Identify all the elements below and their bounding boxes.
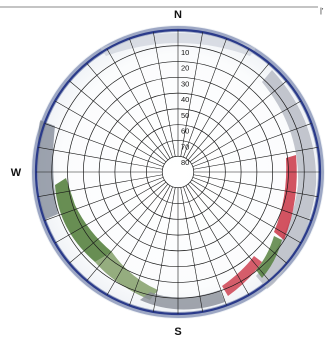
azimuth-spoke-300 xyxy=(54,100,165,165)
elevation-label-80: 80 xyxy=(181,158,189,167)
azimuth-spoke-190 xyxy=(153,187,176,312)
elevation-label-50: 50 xyxy=(181,111,189,120)
azimuth-spoke-290 xyxy=(44,123,164,167)
elevation-label-20: 20 xyxy=(181,64,189,73)
azimuth-spoke-280 xyxy=(38,147,163,170)
azimuth-spoke-50 xyxy=(189,80,287,163)
azimuth-spoke-230 xyxy=(69,181,167,264)
azimuth-spoke-130 xyxy=(189,181,287,264)
azimuth-spoke-260 xyxy=(38,174,163,197)
azimuth-spoke-320 xyxy=(86,63,169,161)
azimuth-spoke-40 xyxy=(187,63,270,161)
azimuth-spoke-350 xyxy=(153,32,176,157)
azimuth-spoke-60 xyxy=(191,100,302,165)
azimuth-spoke-20 xyxy=(183,38,227,158)
azimuth-spoke-160 xyxy=(183,186,227,306)
azimuth-spoke-150 xyxy=(185,185,250,296)
azimuth-spoke-210 xyxy=(106,185,171,296)
azimuth-spoke-120 xyxy=(191,179,302,244)
azimuth-spoke-310 xyxy=(69,80,167,163)
elevation-label-30: 30 xyxy=(181,79,189,88)
azimuth-spoke-80 xyxy=(193,147,318,170)
compass-south-label: S xyxy=(174,326,181,338)
elevation-label-10: 10 xyxy=(181,48,189,57)
azimuth-spoke-330 xyxy=(106,48,171,159)
azimuth-spoke-220 xyxy=(86,183,169,281)
elevation-label-70: 70 xyxy=(181,142,189,151)
east-storefronts xyxy=(256,70,317,290)
azimuth-spoke-240 xyxy=(54,179,165,244)
compass-north-label: N xyxy=(174,9,182,21)
southwest-trees xyxy=(55,178,112,262)
south-buildings xyxy=(140,290,225,310)
azimuth-spoke-110 xyxy=(192,177,312,221)
azimuth-spoke-340 xyxy=(129,38,173,158)
north-edge xyxy=(100,33,256,56)
compass-west-label: W xyxy=(11,167,22,179)
azimuth-spoke-200 xyxy=(129,186,173,306)
azimuth-spoke-170 xyxy=(180,187,203,312)
corner-mark: |' xyxy=(320,6,324,15)
azimuth-spoke-70 xyxy=(192,123,312,167)
elevation-label-40: 40 xyxy=(181,95,189,104)
elevation-azimuth-grid xyxy=(34,28,322,316)
azimuth-spoke-30 xyxy=(185,48,250,159)
west-building xyxy=(37,120,58,220)
azimuth-spoke-100 xyxy=(193,174,318,197)
elevation-label-60: 60 xyxy=(181,127,189,136)
southeast-trees xyxy=(256,236,282,278)
azimuth-spoke-250 xyxy=(44,177,164,221)
elevation-labels: 10 20 30 40 50 60 70 80 xyxy=(181,48,189,167)
azimuth-spoke-10 xyxy=(180,32,203,157)
azimuth-spoke-140 xyxy=(187,183,270,281)
south-trees xyxy=(95,252,158,300)
